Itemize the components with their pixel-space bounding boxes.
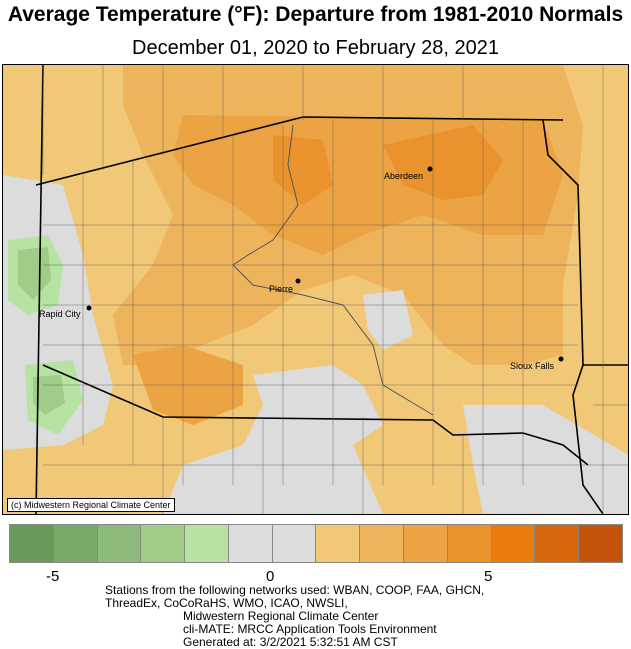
legend-swatch bbox=[404, 525, 448, 562]
map-title: Average Temperature (°F): Departure from… bbox=[7, 3, 624, 26]
map-credit: (c) Midwestern Regional Climate Center bbox=[7, 498, 175, 512]
near-normal-south bbox=[163, 365, 383, 514]
city-label-sioux-falls: Sioux Falls bbox=[510, 361, 555, 371]
legend-swatch bbox=[447, 525, 492, 562]
strongest-warm-core-east bbox=[383, 125, 503, 200]
city-label-aberdeen: Aberdeen bbox=[384, 171, 424, 181]
rapid-city-marker bbox=[86, 305, 92, 311]
footer-tool: cli-MATE: MRCC Application Tools Environ… bbox=[183, 622, 437, 636]
state-boundary-west bbox=[35, 65, 44, 514]
city-label-pierre: Pierre bbox=[269, 284, 294, 294]
legend-swatch bbox=[10, 525, 54, 562]
legend-swatch bbox=[316, 525, 361, 562]
legend-tick-0: 0 bbox=[266, 568, 275, 585]
legend-tick-minus5: -5 bbox=[46, 568, 60, 585]
legend-swatch bbox=[360, 525, 405, 562]
near-normal-southeast bbox=[463, 405, 628, 514]
legend-swatch bbox=[579, 525, 622, 562]
city-label-rapid-city: Rapid City bbox=[39, 309, 81, 319]
date-range-subtitle: December 01, 2020 to February 28, 2021 bbox=[132, 37, 499, 59]
legend-swatch bbox=[141, 525, 186, 562]
strongest-warm-core-west bbox=[273, 135, 333, 205]
legend-swatch bbox=[228, 525, 273, 562]
color-legend bbox=[9, 524, 623, 563]
legend-swatch bbox=[491, 525, 536, 562]
legend-tick-5: 5 bbox=[484, 568, 493, 585]
missouri-river bbox=[232, 124, 434, 416]
legend-swatch bbox=[53, 525, 98, 562]
legend-swatch bbox=[535, 525, 580, 562]
aberdeen-marker bbox=[427, 166, 433, 172]
footer-networks-line2: ThreadEx, CoCoRaHS, WMO, ICAO, NWSLI, bbox=[105, 596, 348, 610]
footer-source: Midwestern Regional Climate Center bbox=[183, 609, 379, 623]
cooler-anomaly-black-hills bbox=[18, 247, 51, 300]
footer-networks-line1: Stations from the following networks use… bbox=[105, 583, 485, 597]
map-canvas bbox=[3, 65, 628, 514]
legend-swatch bbox=[97, 525, 142, 562]
temperature-departure-map: Aberdeen Pierre Rapid City Sioux Falls (… bbox=[2, 64, 629, 515]
legend-swatch bbox=[185, 525, 229, 562]
pierre-marker bbox=[295, 278, 301, 284]
footer-generated: Generated at: 3/2/2021 5:32:51 AM CST bbox=[183, 635, 398, 649]
legend-swatch bbox=[272, 525, 317, 562]
county-boundaries bbox=[42, 65, 628, 514]
sioux-falls-marker bbox=[558, 356, 564, 362]
